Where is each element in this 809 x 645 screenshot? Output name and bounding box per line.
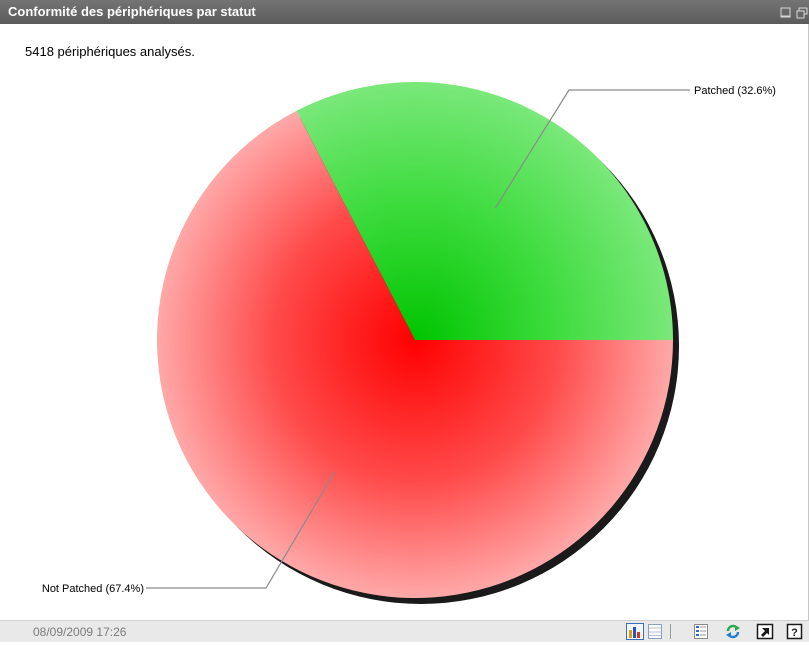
minimize-icon[interactable] [780,6,792,18]
help-icon[interactable]: ? [786,623,804,640]
leader-line-not-patched [146,471,336,589]
panel-footer: 08/09/2009 17:26 [0,620,809,642]
restore-icon[interactable] [796,6,808,19]
panel-title: Conformité des périphériques par statut [8,4,256,19]
refresh-icon[interactable] [724,623,742,640]
pie-slice-patched[interactable] [296,82,673,340]
slice-label-not-patched: Not Patched (67.4%) [42,583,144,595]
svg-text:?: ? [791,627,798,639]
panel-titlebar: Conformité des périphériques par statut [0,0,809,24]
legend-icon[interactable] [692,623,710,640]
pie-chart: Patched (32.6%) Not Patched (67.4%) [42,82,776,604]
slice-label-patched: Patched (32.6%) [694,85,776,97]
toolbar-separator [670,624,671,639]
bar-chart-view-icon[interactable] [626,623,644,640]
leader-line-patched [494,89,690,209]
open-external-icon[interactable] [756,623,774,640]
table-view-icon[interactable] [646,623,664,640]
devices-analyzed-text: 5418 périphériques analysés. [25,44,195,59]
last-updated-timestamp: 08/09/2009 17:26 [33,625,127,639]
pie-slice-not-patched[interactable] [157,110,674,599]
